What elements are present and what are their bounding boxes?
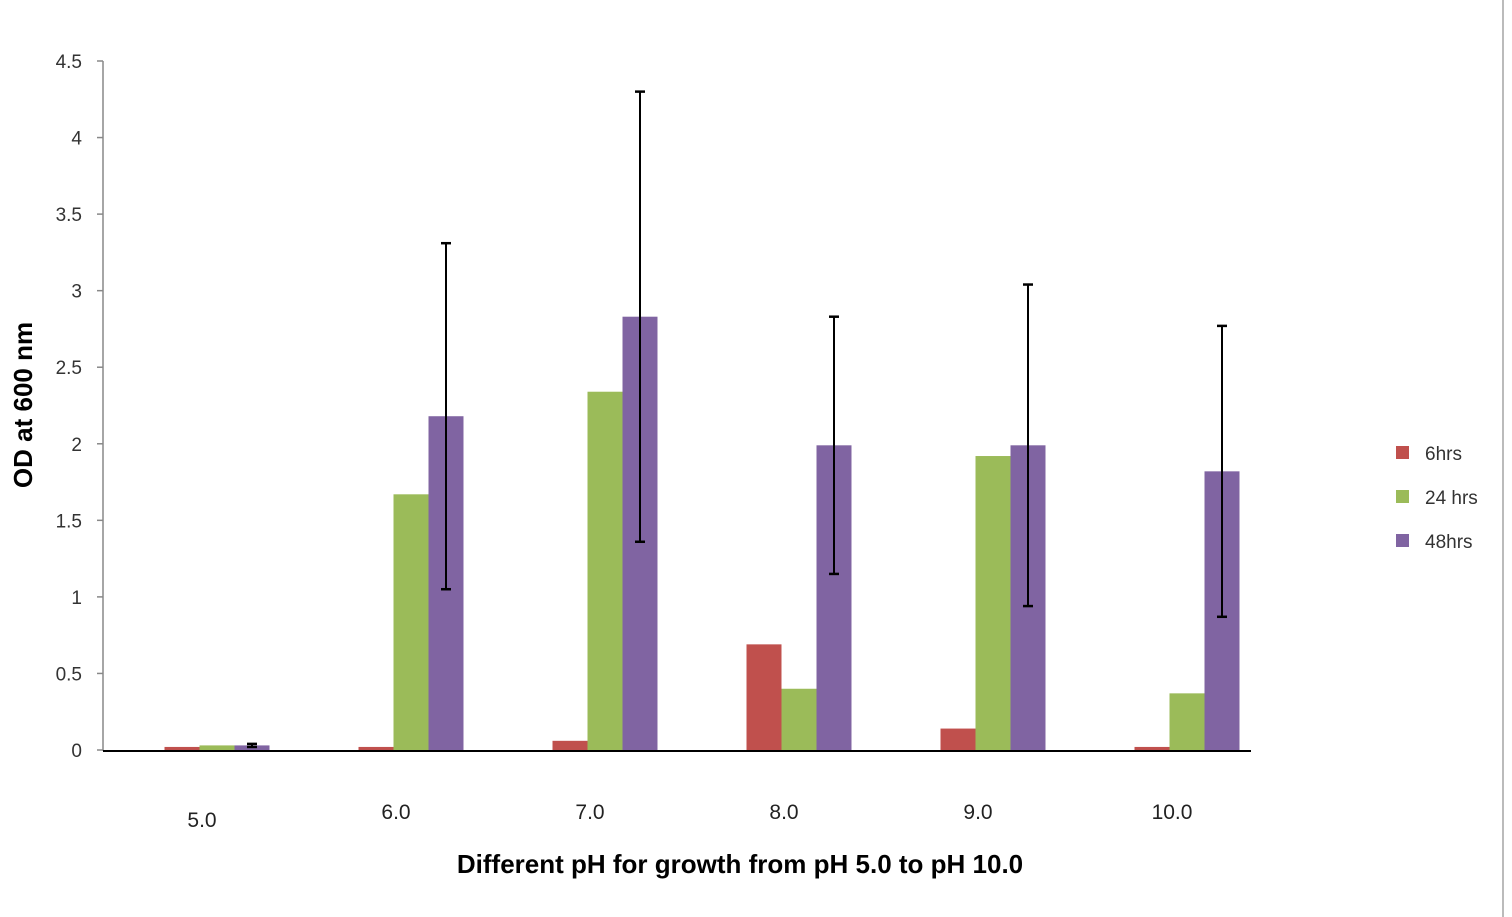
bar-24hrs-ph-10.0 [1169,693,1205,750]
bar-24hrs-ph-5.0 [199,745,235,750]
y-axis: 0 0.5 1 1.5 2 2.5 3 3.5 4 4.5 [56,52,104,762]
legend-swatch [1396,490,1409,503]
bar-6hrs-ph-10.0 [1134,746,1170,750]
bar-24hrs-ph-9.0 [975,456,1011,750]
legend: 6hrs 24 hrs 48hrs [1396,444,1478,553]
x-category-label: 6.0 [381,801,410,824]
y-tick-label: 4.5 [56,52,82,73]
y-tick-label: 3 [71,282,82,303]
x-axis: 5.0 6.0 7.0 8.0 9.0 10.0 [103,750,1251,832]
bar-24hrs-ph-8.0 [781,688,817,750]
x-axis-title: Different pH for growth from pH 5.0 to p… [457,849,1023,879]
y-tick-label: 2 [71,435,82,456]
x-category-label: 5.0 [187,809,216,832]
y-tick-label: 1.5 [56,511,82,532]
y-tick-label: 3.5 [56,205,82,226]
legend-swatch [1396,534,1409,547]
bars [164,316,1240,750]
bar-24hrs-ph-6.0 [393,494,429,750]
legend-label: 48hrs [1425,532,1473,553]
bar-6hrs-ph-5.0 [164,746,200,750]
y-tick-label: 4 [71,129,82,150]
y-tick-label: 0.5 [56,664,82,685]
y-axis-title: OD at 600 nm [8,322,38,488]
x-category-label: 9.0 [963,801,992,824]
legend-label: 24 hrs [1425,488,1478,509]
legend-swatch [1396,446,1409,459]
error-bars [247,90,1227,749]
x-category-label: 8.0 [769,801,798,824]
bar-6hrs-ph-6.0 [358,746,394,750]
y-tick-label: 2.5 [56,358,82,379]
bar-6hrs-ph-9.0 [940,728,976,750]
y-tick-label: 0 [71,741,82,762]
legend-label: 6hrs [1425,444,1462,465]
x-category-label: 10.0 [1152,801,1193,824]
bar-6hrs-ph-8.0 [746,644,782,750]
x-category-label: 7.0 [575,801,604,824]
y-tick-label: 1 [71,588,82,609]
bar-24hrs-ph-7.0 [587,391,623,750]
bar-6hrs-ph-7.0 [552,740,588,750]
